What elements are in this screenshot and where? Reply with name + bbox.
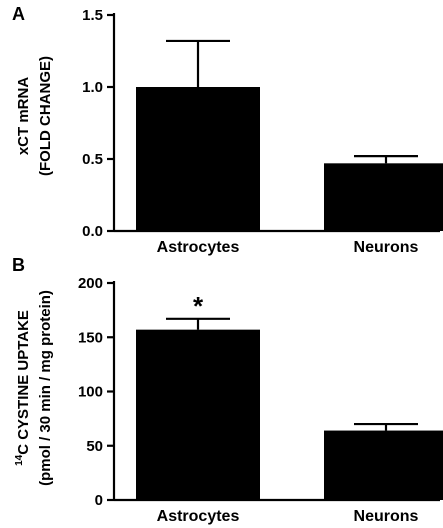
panel-b-bar-neurons: [324, 430, 443, 500]
panel-a-category-label: Astrocytes: [157, 239, 240, 256]
panel-a-ytick-label: 0.0: [82, 223, 103, 240]
panel-a-letter: A: [12, 4, 25, 24]
panel-b-category-label: Astrocytes: [157, 508, 240, 525]
panel-a-ylabel: xCT mRNA (FOLD CHANGE): [15, 56, 54, 176]
panel-b-letter: B: [12, 255, 25, 275]
panel-b-ytick-label: 150: [78, 329, 103, 346]
panel-a-ylabel-line2: (FOLD CHANGE): [37, 56, 54, 176]
panel-a-bar-neurons: [324, 163, 443, 231]
panel-b-ylabel: 14C CYSTINE UPTAKE (pmol / 30 min / mg p…: [14, 290, 54, 486]
panel-b-ylabel-superscript: 14: [14, 454, 25, 466]
panel-a-ytick-label: 0.5: [82, 151, 103, 168]
panel-a-category-label: Neurons: [354, 239, 419, 256]
panel-b-ytick-label: 50: [86, 438, 103, 455]
panel-a-bar-astrocytes: [136, 87, 260, 231]
panel-a-ytick-label: 1.0: [82, 79, 103, 96]
panel-b-ylabel-line2: (pmol / 30 min / mg protein): [37, 290, 54, 486]
panel-b-ytick-label: 0: [95, 492, 103, 509]
panel-b-ylabel-line1-text: C CYSTINE UPTAKE: [15, 310, 32, 455]
panel-b-ytick-label: 100: [78, 384, 103, 401]
panel-b: B 14C CYSTINE UPTAKE (pmol / 30 min / mg…: [12, 255, 443, 525]
panel-a-ylabel-line1: xCT mRNA: [15, 77, 32, 156]
panel-b-significance-marker: *: [193, 291, 204, 321]
panel-b-category-label: Neurons: [354, 508, 419, 525]
panel-b-ylabel-line1: 14C CYSTINE UPTAKE: [14, 310, 32, 466]
panel-b-bar-astrocytes: [136, 329, 260, 500]
panel-a: A xCT mRNA (FOLD CHANGE) 0.0 0.5 1.0 1.5 As…: [12, 4, 443, 256]
panel-a-ytick-label: 1.5: [82, 7, 103, 24]
panel-b-ytick-label: 200: [78, 275, 103, 292]
